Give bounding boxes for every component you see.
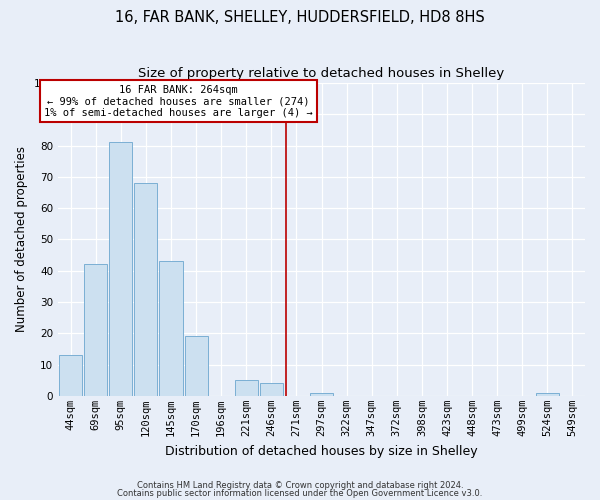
Y-axis label: Number of detached properties: Number of detached properties: [15, 146, 28, 332]
Text: Contains public sector information licensed under the Open Government Licence v3: Contains public sector information licen…: [118, 488, 482, 498]
Bar: [185, 336, 208, 396]
Bar: [310, 393, 333, 396]
X-axis label: Distribution of detached houses by size in Shelley: Distribution of detached houses by size …: [165, 444, 478, 458]
Title: Size of property relative to detached houses in Shelley: Size of property relative to detached ho…: [139, 68, 505, 80]
Bar: [134, 183, 157, 396]
Bar: [84, 264, 107, 396]
Bar: [59, 355, 82, 396]
Text: Contains HM Land Registry data © Crown copyright and database right 2024.: Contains HM Land Registry data © Crown c…: [137, 481, 463, 490]
Text: 16, FAR BANK, SHELLEY, HUDDERSFIELD, HD8 8HS: 16, FAR BANK, SHELLEY, HUDDERSFIELD, HD8…: [115, 10, 485, 25]
Bar: [536, 393, 559, 396]
Bar: [260, 384, 283, 396]
Bar: [160, 262, 182, 396]
Bar: [235, 380, 258, 396]
Bar: [109, 142, 133, 396]
Text: 16 FAR BANK: 264sqm
← 99% of detached houses are smaller (274)
1% of semi-detach: 16 FAR BANK: 264sqm ← 99% of detached ho…: [44, 84, 313, 118]
